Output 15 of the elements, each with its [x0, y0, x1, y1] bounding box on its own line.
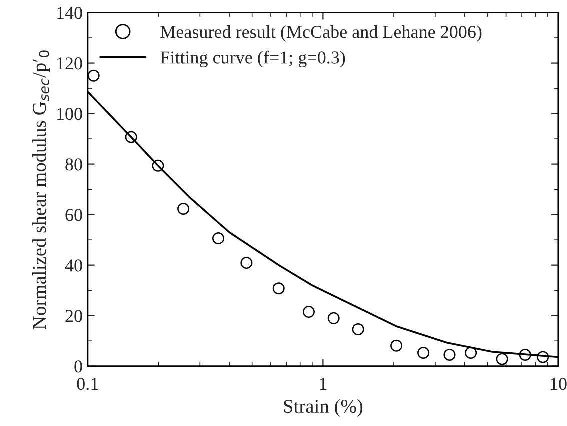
y-tick-label: 0 — [74, 360, 82, 373]
y-tick-label: 60 — [66, 209, 82, 222]
x-axis-title: Strain (%) — [284, 399, 363, 418]
y-tick-label: 100 — [58, 108, 82, 120]
y-tick-label: 80 — [66, 158, 82, 171]
legend-label: Fitting curve (f=1; g=0.3) — [160, 50, 346, 68]
y-tick-label: 140 — [58, 7, 82, 20]
x-tick-label: 1 — [320, 378, 327, 390]
x-tick-label: 0.1 — [77, 378, 98, 390]
y-tick-label: 20 — [66, 310, 82, 322]
y-tick-label: 40 — [65, 260, 82, 272]
y-tick-label: 120 — [58, 58, 82, 70]
legend-label: Measured result (McCabe and Lehane 2006) — [160, 26, 482, 42]
y-axis-title: Normalized shear modulus G$_{sec}$/p′$_{0}$ — [32, 50, 50, 330]
x-tick-label: 10 — [551, 378, 567, 390]
